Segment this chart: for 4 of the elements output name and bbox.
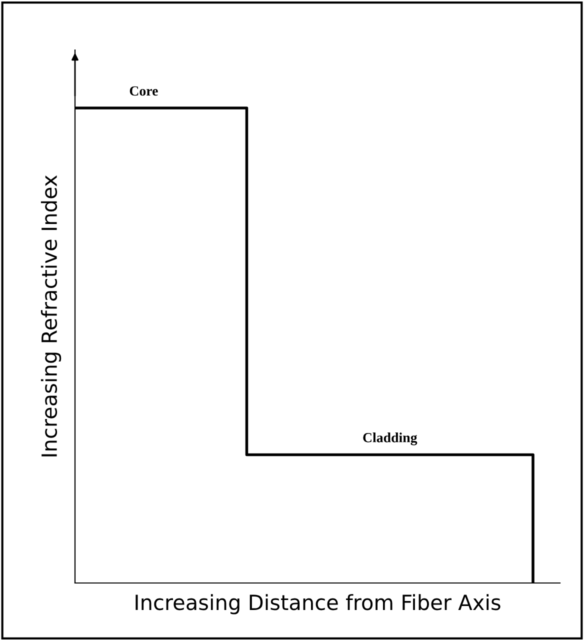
annotation: Cladding	[363, 432, 418, 446]
x-axis-title: Increasing Distance from Fiber Axis	[136, 594, 500, 614]
text: Core	[130, 86, 158, 96]
y-axis-title: Increasing Refractive Index	[40, 175, 62, 456]
